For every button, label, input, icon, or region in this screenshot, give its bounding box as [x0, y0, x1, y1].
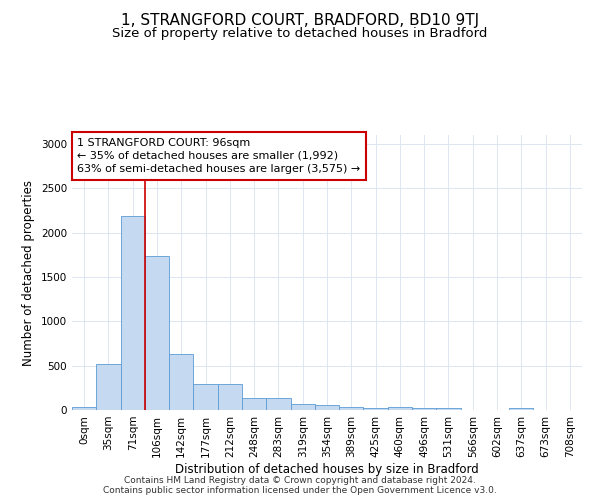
Bar [412, 408, 436, 410]
Text: Contains HM Land Registry data © Crown copyright and database right 2024.
Contai: Contains HM Land Registry data © Crown c… [103, 476, 497, 495]
X-axis label: Distribution of detached houses by size in Bradford: Distribution of detached houses by size … [175, 462, 479, 475]
Bar [193, 384, 218, 410]
Bar [242, 398, 266, 410]
Text: 1 STRANGFORD COURT: 96sqm
← 35% of detached houses are smaller (1,992)
63% of se: 1 STRANGFORD COURT: 96sqm ← 35% of detac… [77, 138, 361, 174]
Text: 1, STRANGFORD COURT, BRADFORD, BD10 9TJ: 1, STRANGFORD COURT, BRADFORD, BD10 9TJ [121, 12, 479, 28]
Bar [169, 354, 193, 410]
Text: Size of property relative to detached houses in Bradford: Size of property relative to detached ho… [112, 28, 488, 40]
Bar [509, 408, 533, 410]
Bar [315, 405, 339, 410]
Bar [388, 408, 412, 410]
Bar [266, 398, 290, 410]
Bar [339, 407, 364, 410]
Bar [364, 408, 388, 410]
Bar [72, 408, 96, 410]
Bar [96, 364, 121, 410]
Bar [121, 216, 145, 410]
Bar [290, 404, 315, 410]
Bar [218, 384, 242, 410]
Bar [145, 256, 169, 410]
Y-axis label: Number of detached properties: Number of detached properties [22, 180, 35, 366]
Bar [436, 408, 461, 410]
